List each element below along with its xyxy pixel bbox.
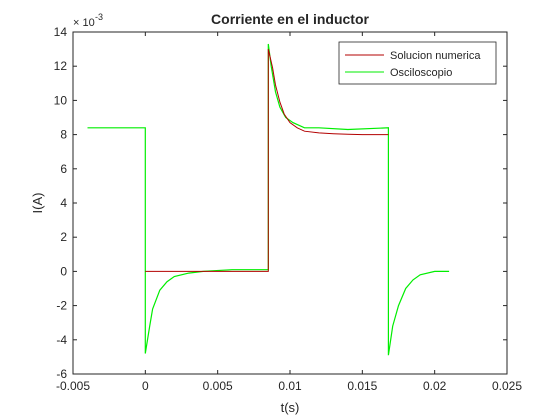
y-axis: -6 -4 -2 0 2 4 6 8 10 12 14 (54, 25, 507, 381)
y-axis-label: I(A) (30, 193, 45, 214)
legend-label-solucion-numerica: Solucion numerica (390, 50, 481, 62)
y-tick-label: 8 (60, 128, 67, 142)
x-tick-label: 0.01 (278, 379, 302, 393)
chart-title: Corriente en el inductor (211, 11, 369, 27)
y-axis-exponent: -3 (95, 12, 103, 22)
y-tick-label: 6 (60, 162, 67, 176)
y-tick-label: 14 (54, 25, 68, 39)
x-tick-label: 0.025 (492, 379, 522, 393)
y-tick-label: -2 (56, 299, 67, 313)
y-axis-multiplier: × 10 (73, 17, 95, 29)
legend-label-osciloscopio: Osciloscopio (390, 67, 452, 79)
y-tick-label: -4 (56, 333, 67, 347)
x-tick-label: 0.015 (347, 379, 377, 393)
y-tick-label: -6 (56, 367, 67, 381)
legend: Solucion numerica Osciloscopio (338, 41, 497, 85)
series-line-osciloscopio (87, 43, 450, 356)
x-tick-label: 0.02 (423, 379, 447, 393)
y-tick-label: 2 (60, 230, 67, 244)
y-tick-label: 0 (60, 264, 67, 278)
legend-box (338, 41, 497, 85)
x-tick-label: 0 (142, 379, 149, 393)
series-layer (87, 43, 450, 356)
x-axis: -0.005 0 0.005 0.01 0.015 0.02 0.025 (56, 32, 522, 393)
y-tick-label: 4 (60, 196, 67, 210)
x-tick-label: -0.005 (56, 379, 90, 393)
x-axis-label: t(s) (281, 400, 300, 415)
y-tick-label: 10 (54, 93, 68, 107)
y-tick-label: 12 (54, 59, 68, 73)
x-tick-label: 0.005 (203, 379, 233, 393)
series-line-solucion-numerica (145, 48, 389, 272)
